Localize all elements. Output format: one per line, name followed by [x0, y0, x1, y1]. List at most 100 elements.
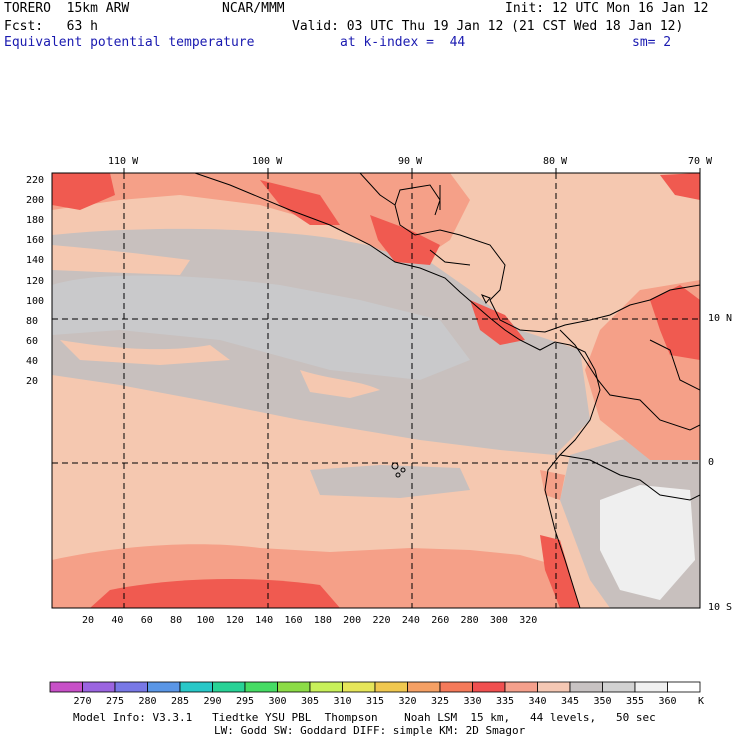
- colorbar-swatch: [179, 681, 213, 693]
- colorbar-swatch: [634, 681, 668, 693]
- x-tick-label: 200: [343, 615, 362, 626]
- x-tick-label: 80: [170, 615, 183, 626]
- lat-label-10s: 10 S: [708, 602, 733, 613]
- x-tick-label: 60: [140, 615, 153, 626]
- colorbar-swatch: [374, 681, 408, 693]
- colombia-border: [559, 329, 700, 431]
- peach-streak-1: [52, 245, 190, 275]
- colorbar-swatch: [212, 681, 246, 693]
- colorbar-swatch: [309, 681, 343, 693]
- coastlines: [194, 173, 700, 608]
- red-peru-coast: [540, 535, 580, 608]
- colorbar-swatch: [147, 681, 181, 693]
- galapagos-island-2: [400, 467, 406, 473]
- colorbar-label: 280: [138, 696, 157, 707]
- y-tick-label: 220: [26, 175, 45, 186]
- lon-label-80w: 80 W: [543, 156, 568, 167]
- colorbar-label: 300: [268, 696, 287, 707]
- lon-label-100w: 100 W: [252, 156, 283, 167]
- colorbar-swatch: [472, 681, 506, 693]
- colorbar-swatch: [569, 681, 603, 693]
- y-tick-label: 140: [26, 255, 45, 267]
- y-tick-label: 80: [26, 315, 39, 327]
- colorbar-swatch: [82, 681, 116, 693]
- y-tick-label: 160: [26, 235, 45, 247]
- white-highlands: [600, 485, 695, 600]
- x-tick-label: 240: [401, 615, 420, 626]
- colorbar-label: 295: [236, 696, 255, 707]
- colorbar: [49, 681, 701, 693]
- peach-streak-3: [300, 370, 380, 398]
- model-info-line2: LW: Godd SW: Goddard DIFF: simple KM: 2D…: [214, 724, 526, 737]
- x-tick-label: 100: [196, 615, 215, 626]
- colorbar-label: 290: [203, 696, 222, 707]
- colorbar-label: 310: [333, 696, 352, 707]
- red-band-south: [90, 578, 340, 608]
- peru-border: [559, 454, 700, 501]
- smoothing-info: sm= 2: [632, 35, 672, 50]
- lon-label-90w: 90 W: [398, 156, 423, 167]
- lat-label-equator: 0: [708, 457, 715, 468]
- lon-tick-marks: [123, 168, 701, 173]
- colorbar-label: 325: [431, 696, 450, 707]
- colorbar-label: 305: [301, 696, 320, 707]
- red-venezuela: [650, 285, 700, 360]
- colorbar-label: 315: [366, 696, 385, 707]
- colorbar-swatch: [407, 681, 441, 693]
- lon-label-110w: 110 W: [108, 156, 139, 167]
- x-tick-label: 40: [111, 615, 124, 626]
- x-tick-label: 180: [313, 615, 332, 626]
- y-tick-label: 20: [26, 376, 39, 387]
- peach-streak-2: [60, 340, 230, 365]
- init-time: Init: 12 UTC Mon 16 Jan 12: [505, 1, 709, 16]
- red-nw-corner: [52, 173, 115, 210]
- model-title: TORERO 15km ARW: [4, 1, 130, 16]
- colorbar-label: 335: [496, 696, 515, 707]
- y-tick-label: 60: [26, 335, 39, 347]
- colorbar-unit: K: [698, 696, 705, 707]
- colorbar-label: 275: [106, 696, 125, 707]
- field-name: Equivalent potential temperature: [4, 35, 255, 50]
- colorbar-swatch: [114, 681, 148, 693]
- salmon-north: [52, 173, 470, 260]
- yucatan-coast: [394, 184, 441, 216]
- colorbar-label: 350: [593, 696, 612, 707]
- center-title: NCAR/MMM: [222, 1, 285, 16]
- x-tick-label: 160: [284, 615, 303, 626]
- colorbar-swatch: [439, 681, 473, 693]
- lat-label-10n: 10 N: [708, 313, 733, 324]
- colorbar-swatch: [602, 681, 636, 693]
- colorbar-swatch: [277, 681, 311, 693]
- level-info: at k-index = 44: [340, 35, 466, 50]
- island-sanandres: [480, 294, 491, 304]
- colorbar-label: 355: [626, 696, 645, 707]
- x-tick-label: 220: [372, 615, 391, 626]
- forecast-hour: Fcst: 63 h: [4, 19, 98, 34]
- y-tick-label: 40: [26, 355, 39, 367]
- x-tick-label: 120: [225, 615, 244, 626]
- colorbar-label: 320: [398, 696, 417, 707]
- x-tick-label: 20: [82, 615, 95, 626]
- y-tick-label: 180: [26, 215, 45, 227]
- x-tick-label: 260: [431, 615, 450, 626]
- field-shading: [52, 173, 700, 608]
- caribbean-coast: [359, 173, 700, 333]
- gray-patch-galapagos: [310, 465, 470, 498]
- model-info-line1: Model Info: V3.3.1 Tiedtke YSU PBL Thomp…: [73, 711, 656, 724]
- colorbar-swatch: [244, 681, 278, 693]
- colorbar-label: 345: [561, 696, 580, 707]
- x-tick-label: 300: [489, 615, 508, 626]
- red-mexico-coast: [260, 180, 340, 225]
- colorbar-swatch: [667, 681, 701, 693]
- y-tick-label: 200: [26, 195, 45, 207]
- colorbar-label: 360: [658, 696, 677, 707]
- plot-frame: [51, 172, 701, 609]
- valid-time: Valid: 03 UTC Thu 19 Jan 12 (21 CST Wed …: [292, 19, 684, 34]
- x-tick-label: 140: [255, 615, 274, 626]
- colorbar-swatch: [49, 681, 83, 693]
- honduras-border: [429, 249, 471, 266]
- salmon-ecuador: [540, 470, 565, 500]
- red-caribbean: [660, 173, 700, 200]
- lon-label-70w: 70 W: [688, 156, 713, 167]
